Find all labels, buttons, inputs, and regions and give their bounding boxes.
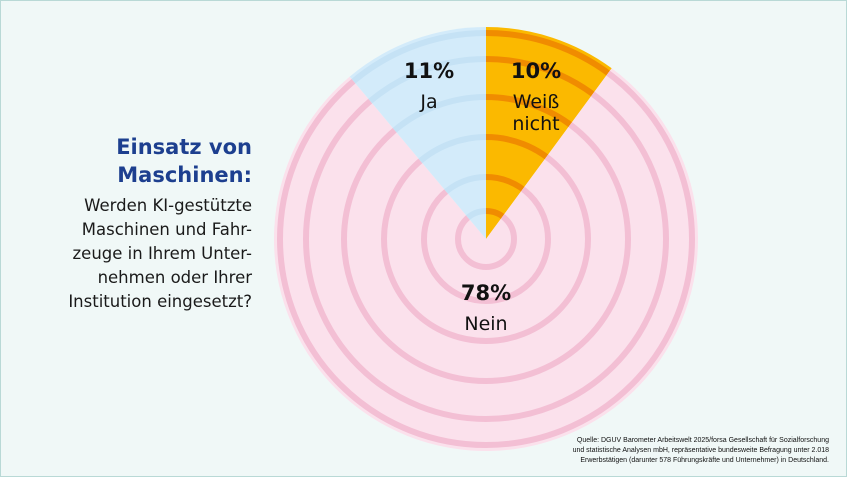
question-line: Maschinen und Fahr- bbox=[81, 220, 252, 239]
pie-slice-nein bbox=[273, 68, 698, 452]
slice-percent-label: 11% bbox=[404, 59, 454, 83]
question-line: Institution eingesetzt? bbox=[68, 292, 252, 311]
question-line: Werden KI-gestützte bbox=[84, 196, 252, 215]
slice-category-label: Weiß bbox=[513, 91, 560, 113]
source-line: und statistische Analysen mbH, repräsent… bbox=[572, 447, 829, 454]
title-line: Maschinen: bbox=[117, 163, 252, 187]
source-note: Quelle: DGUV Barometer Arbeitswelt 2025/… bbox=[529, 436, 829, 466]
chart-title: Einsatz von Maschinen: bbox=[0, 133, 252, 189]
slice-category-label: Nein bbox=[464, 313, 507, 335]
slice-ring bbox=[277, 68, 695, 448]
source-line: Erwerbstätigen (darunter 578 Führungskrä… bbox=[580, 457, 829, 464]
title-line: Einsatz von bbox=[116, 135, 252, 159]
slice-ring bbox=[303, 68, 669, 422]
slice-category-label: Ja bbox=[419, 91, 437, 113]
slice-percent-label: 78% bbox=[461, 281, 511, 305]
source-line: Quelle: DGUV Barometer Arbeitswelt 2025/… bbox=[576, 437, 829, 444]
question-line: nehmen oder Ihrer bbox=[97, 268, 252, 287]
slice-percent-label: 10% bbox=[511, 59, 561, 83]
question-line: zeuge in Ihrem Unter- bbox=[72, 244, 252, 263]
slice-category-label: nicht bbox=[512, 113, 559, 135]
question-text: Werden KI-gestützte Maschinen und Fahr- … bbox=[0, 194, 252, 314]
